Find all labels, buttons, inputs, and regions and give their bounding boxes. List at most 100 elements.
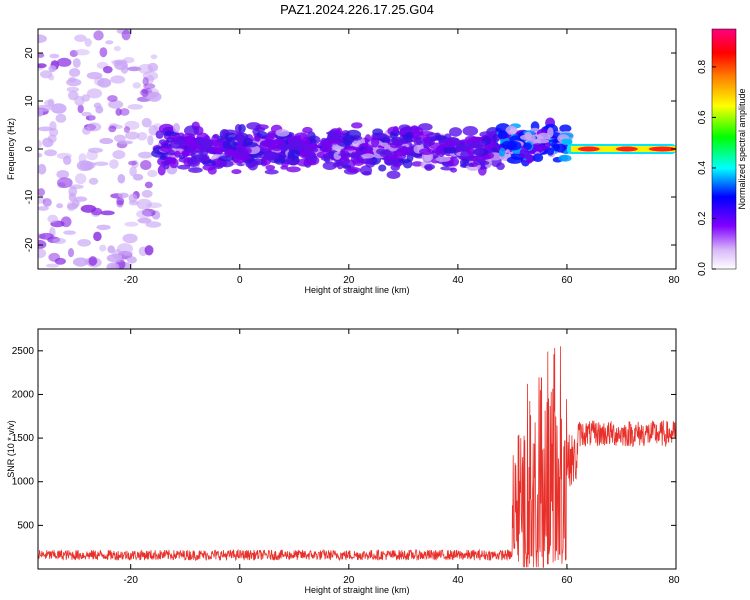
snr-y-tick-label: 1500	[12, 433, 35, 444]
spectrogram-blob	[77, 104, 84, 114]
colorbar-tick-label: 0.2	[697, 211, 708, 225]
spectrogram-blob	[39, 232, 54, 240]
spectrogram-blob	[265, 164, 276, 171]
spectrogram-blob	[116, 197, 125, 206]
spectrogram-blob	[38, 63, 47, 69]
spectrogram-blob	[182, 138, 198, 146]
spectrogram-y-label: Frequency (Hz)	[6, 118, 16, 180]
spectrogram-blob	[481, 136, 492, 145]
spectrogram-blob	[56, 203, 64, 209]
spectrogram-blob	[99, 137, 114, 145]
spectrogram-blob	[39, 70, 53, 79]
spectrogram-blob	[136, 209, 152, 219]
spectrogram-blob	[266, 130, 279, 140]
spectrogram-blob	[499, 147, 506, 157]
spectrogram-blob	[68, 68, 81, 77]
spectrogram-blob	[220, 160, 234, 168]
spectrogram-blob	[99, 244, 107, 252]
spectrogram-blob	[47, 98, 55, 108]
spectrogram-blob	[186, 146, 194, 152]
spectrogram-x-tick-label: 60	[561, 275, 573, 286]
spectrogram-blob	[302, 146, 316, 152]
spectrogram-blob	[141, 88, 149, 98]
spectrogram-blob	[441, 138, 448, 144]
spectrogram-blob	[546, 147, 555, 156]
snr-x-tick-label: 40	[452, 575, 464, 586]
spectrogram-y-tick-label: -20	[24, 237, 35, 252]
spectrogram-blob	[107, 245, 115, 254]
spectrogram-blob	[74, 34, 87, 42]
spectrogram-blob	[45, 263, 60, 268]
spectrogram-blob	[136, 198, 152, 210]
spectrogram-blob	[93, 102, 102, 109]
spectrogram-blob	[109, 159, 119, 169]
spectrogram-blob	[449, 127, 463, 137]
spectrogram-blob	[55, 113, 67, 123]
spectrogram-blob	[349, 152, 361, 159]
spectrogram-blob	[123, 126, 130, 133]
snr-x-label: Height of straight line (km)	[304, 585, 409, 595]
spectrogram-blob	[71, 199, 80, 208]
spectrogram-blob	[418, 148, 435, 155]
spectrogram-blob	[338, 152, 353, 157]
spectrogram-blob	[198, 155, 209, 162]
spectrogram-blob	[50, 103, 67, 114]
snr-y-label: SNR (10 * v/v)	[6, 420, 16, 478]
spectrogram-blob	[38, 139, 43, 149]
spectrogram-blob	[352, 157, 365, 166]
spectrogram-blob	[100, 210, 115, 216]
spectrogram-blob	[188, 167, 203, 174]
spectrogram-blob	[294, 132, 309, 141]
spectrogram-blob	[177, 164, 191, 170]
spectrogram-blob	[415, 136, 423, 146]
spectrogram-blob	[81, 126, 91, 135]
colorbar-tick-label: 0.0	[697, 262, 708, 276]
spectrogram-blob	[52, 238, 67, 244]
spectrogram-blob	[501, 140, 518, 150]
spectrogram-blob	[320, 139, 333, 145]
spectrogram-blob	[136, 131, 148, 141]
spectrogram-y-tick-label: 10	[24, 95, 35, 107]
spectrogram-x-tick-label: 20	[343, 275, 355, 286]
spectrogram-blob	[466, 147, 475, 156]
spectrogram-blob	[128, 200, 139, 206]
spectrogram-blob	[72, 257, 89, 267]
spectrogram-blob	[105, 40, 114, 45]
spectrogram-blob	[44, 149, 57, 157]
spectrogram-blob	[146, 202, 162, 209]
spectrogram-blob	[435, 156, 451, 162]
spectrogram-blob	[147, 135, 154, 146]
spectrogram-blob	[496, 162, 505, 171]
spectrogram-blob	[332, 162, 340, 168]
snr-x-axis: -20 0 20 40 60 80	[123, 329, 680, 586]
spectrogram-blob	[163, 162, 170, 170]
spectrogram-y-tick-label: 20	[24, 47, 35, 59]
spectrogram-x-label: Height of straight line (km)	[304, 285, 409, 295]
spectrogram-blob	[279, 142, 289, 152]
spectrogram-blob	[129, 166, 137, 177]
spectrogram-blob	[121, 29, 131, 41]
spectrogram-x-axis: -20 0 20 40 60 80	[123, 29, 680, 286]
spectrogram-blob	[124, 221, 139, 227]
spectrogram-blob	[424, 165, 433, 171]
spectrogram-blob	[275, 129, 290, 137]
spectrogram-blob	[140, 159, 152, 171]
spectrogram-blob	[38, 206, 49, 211]
spectrogram-carrier-peak	[648, 146, 676, 152]
spectrogram-blob	[127, 104, 144, 110]
snr-y-tick-label: 500	[17, 520, 34, 531]
spectrogram-blob	[90, 207, 103, 216]
spectrogram-blob	[38, 163, 47, 175]
spectrogram-blob	[150, 54, 158, 60]
spectrogram-blob	[222, 140, 238, 150]
spectrogram-blob	[127, 66, 142, 72]
spectrogram-blob	[38, 109, 44, 117]
snr-x-tick-label: 20	[343, 575, 355, 586]
spectrogram-blob	[505, 125, 518, 135]
spectrogram-blob	[48, 65, 57, 73]
spectrogram-blob	[56, 169, 70, 179]
spectrogram-x-tick-label: -20	[123, 275, 138, 286]
spectrogram-blob	[67, 90, 79, 101]
spectrogram-blob	[110, 263, 117, 269]
